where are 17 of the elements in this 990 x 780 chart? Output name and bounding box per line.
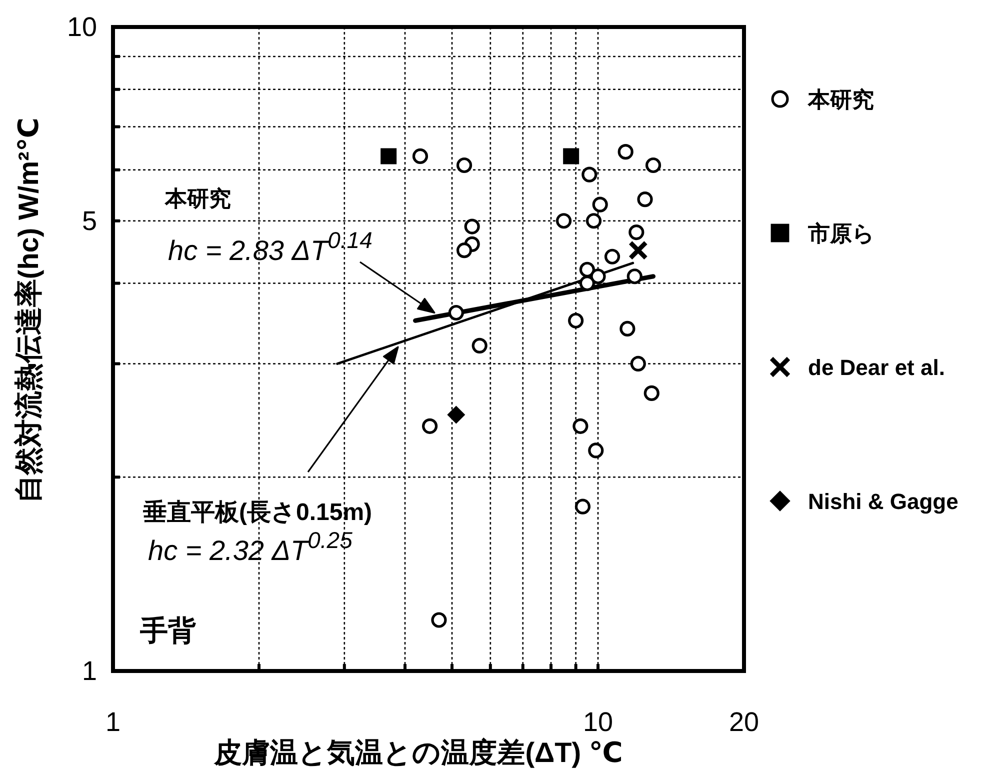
annotation: 手背	[140, 615, 196, 646]
y-axis-title: 自然対流熱伝達率(hc) W/m²℃	[12, 118, 44, 504]
y-tick-label: 5	[82, 206, 97, 236]
x-tick-label: 10	[582, 707, 614, 737]
annotation: 本研究 hc = 2.83 ΔT$^{0.14}$	[165, 186, 436, 314]
x-axis-title: 皮膚温と気温との温度差(ΔT) ℃	[213, 737, 623, 768]
x-tick-label: 1	[105, 707, 121, 737]
legend-label: 本研究	[807, 86, 874, 112]
legend-label: de Dear et al.	[808, 354, 945, 380]
legend-label: 市原ら	[807, 220, 875, 246]
x-tick-label: 20	[728, 707, 760, 737]
annotation: 垂直平板(長さ0.15m) hc = 2.32 ΔT$^{0.25}$	[143, 346, 399, 566]
legend-label: Nishi & Gagge	[808, 488, 958, 514]
y-tick-label: 1	[82, 656, 97, 686]
annotation: 本研究 hc = 2.83 ΔT$^{0.14}$	[164, 186, 372, 266]
y-tick-label: 10	[66, 12, 97, 42]
annotation: 垂直平板(長さ0.15m) hc = 2.32 ΔT$^{0.25}$	[142, 499, 372, 566]
